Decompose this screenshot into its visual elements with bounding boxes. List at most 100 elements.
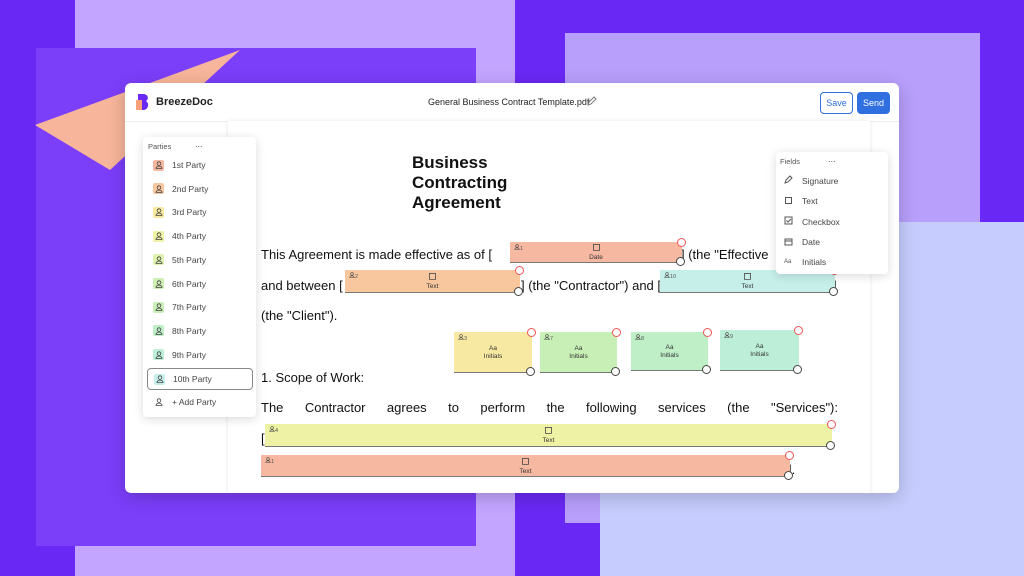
resize-handle[interactable] <box>793 365 802 374</box>
field-party: 3 <box>458 334 467 342</box>
add-party[interactable]: + Add Party <box>147 392 251 412</box>
placed-field[interactable]: 1 Date <box>510 238 686 266</box>
party-name: 5th Party <box>172 254 207 265</box>
placed-field[interactable]: 7 Aa Initials <box>540 328 621 376</box>
doc-text: The Contractor agrees to perform the fol… <box>261 400 838 415</box>
remove-field[interactable] <box>785 451 794 460</box>
field-body: Aa Initials <box>540 345 617 361</box>
field-party: 4 <box>269 426 278 434</box>
doc-text: ]. <box>788 462 796 477</box>
save-button[interactable]: Save <box>820 92 853 114</box>
parties-panel: Parties ... 1st Party 2nd Party 3rd Party 4… <box>143 137 256 417</box>
field-type-name: Text <box>802 196 818 206</box>
doc-text: This Agreement is made effective as of [ <box>261 247 492 262</box>
party-item[interactable]: 3rd Party <box>147 202 251 222</box>
send-button[interactable]: Send <box>857 92 890 114</box>
party-icon <box>153 301 164 313</box>
resize-handle[interactable] <box>611 367 620 376</box>
menu[interactable]: ... <box>828 154 836 164</box>
add-icon <box>153 397 164 408</box>
field-body: Aa Initials <box>720 343 799 359</box>
party-name: 6th Party <box>172 278 207 289</box>
remove-field[interactable] <box>527 328 536 337</box>
field-icon: Aa <box>489 344 497 352</box>
remove-field[interactable] <box>827 420 836 429</box>
remove-field[interactable] <box>612 328 621 337</box>
party-item[interactable]: 6th Party <box>147 274 251 294</box>
party-item[interactable]: 4th Party <box>147 226 251 246</box>
field-icon <box>660 272 835 283</box>
field-type[interactable]: Text <box>784 196 818 207</box>
field-label: Initials <box>569 352 588 360</box>
party-icon <box>153 325 164 337</box>
party-name: 7th Party <box>172 302 207 313</box>
placed-field[interactable]: 8 Aa Initials <box>631 328 712 374</box>
header: BreezeDoc General Business Contract Temp… <box>125 83 899 122</box>
field-party: 10 <box>664 272 676 280</box>
field-icon <box>510 243 682 254</box>
party-icon <box>153 349 164 361</box>
party-item[interactable]: 2nd Party <box>147 179 251 199</box>
doc-text: [ <box>261 431 265 446</box>
party-item[interactable]: 1st Party <box>147 155 251 175</box>
field-icon <box>784 196 794 207</box>
field-label: Date <box>589 253 603 261</box>
menu[interactable]: ... <box>195 139 203 149</box>
resize-handle[interactable] <box>526 367 535 376</box>
placed-field[interactable]: 3 Aa Initials <box>454 328 536 376</box>
panel-title: Fields <box>780 157 801 166</box>
field-body: Text <box>345 272 520 291</box>
field-label: Initials <box>660 351 679 359</box>
placed-field[interactable]: 1 Text <box>261 451 794 480</box>
remove-field[interactable] <box>703 328 712 337</box>
field-type[interactable]: Aa Initials <box>784 257 826 267</box>
party-item[interactable]: 10th Party <box>147 368 253 391</box>
party-name: 3rd Party <box>172 207 207 218</box>
resize-handle[interactable] <box>676 257 685 266</box>
party-item[interactable]: 7th Party <box>147 297 251 317</box>
resize-handle[interactable] <box>784 471 793 480</box>
party-name: 2nd Party <box>172 183 209 194</box>
edit-icon[interactable] <box>587 96 597 106</box>
field-body: Text <box>660 272 835 291</box>
party-name: 1st Party <box>172 160 206 170</box>
party-name: 10th Party <box>173 374 212 385</box>
field-body: Aa Initials <box>454 345 532 361</box>
panel-title: Parties <box>148 142 172 151</box>
field-type-name: Signature <box>802 175 839 186</box>
party-item[interactable]: 5th Party <box>147 250 251 270</box>
add-party-label[interactable]: + Add Party <box>172 397 217 407</box>
field-icon: Aa <box>784 259 792 265</box>
remove-field[interactable] <box>515 266 524 275</box>
field-party-number: 8 <box>641 336 645 342</box>
placed-field[interactable]: 10 Text <box>660 266 839 296</box>
resize-handle[interactable] <box>702 365 711 374</box>
field-party: 8 <box>635 334 644 342</box>
field-type[interactable]: Checkbox <box>784 216 840 227</box>
field-label: Text <box>519 467 532 475</box>
resize-handle[interactable] <box>826 441 835 450</box>
field-icon <box>345 272 520 283</box>
party-item[interactable]: 9th Party <box>147 345 251 365</box>
field-body: Aa Initials <box>631 344 708 360</box>
remove-field[interactable] <box>677 238 686 247</box>
field-type[interactable]: Date <box>784 237 820 248</box>
field-type-name: Date <box>802 237 820 247</box>
field-type-name: Initials <box>802 257 827 267</box>
field-party-number: 9 <box>730 334 734 340</box>
party-item[interactable]: 8th Party <box>147 321 251 341</box>
logo <box>136 94 149 110</box>
placed-field[interactable]: 2 Text <box>345 266 524 296</box>
field-type[interactable]: Signature <box>784 175 838 186</box>
remove-field[interactable] <box>794 326 803 335</box>
placed-field[interactable]: 4 Text <box>265 420 836 450</box>
document-title: Business Contracting Agreement <box>412 153 508 212</box>
resize-handle[interactable] <box>829 287 838 296</box>
placed-field[interactable]: 9 Aa Initials <box>720 326 803 374</box>
resize-handle[interactable] <box>514 287 523 296</box>
field-label: Text <box>741 282 754 290</box>
field-icon <box>784 175 794 186</box>
field-icon: Aa <box>755 342 764 350</box>
file-name[interactable]: General Business Contract Template.pdf <box>428 97 590 107</box>
